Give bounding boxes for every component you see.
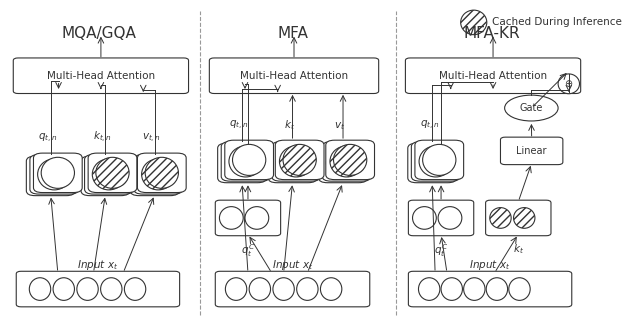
Text: Input $x_t$: Input $x_t$ (272, 258, 313, 272)
Ellipse shape (558, 74, 579, 94)
FancyBboxPatch shape (16, 271, 180, 307)
FancyBboxPatch shape (26, 156, 75, 196)
FancyBboxPatch shape (319, 143, 367, 183)
Text: Gate: Gate (520, 103, 543, 113)
Text: $\oplus$: $\oplus$ (564, 78, 573, 89)
FancyBboxPatch shape (408, 271, 572, 307)
Text: Input $x_t$: Input $x_t$ (469, 258, 511, 272)
Ellipse shape (490, 208, 511, 228)
FancyBboxPatch shape (30, 155, 79, 194)
Text: $q_{t,n}$: $q_{t,n}$ (38, 132, 58, 145)
Text: MQA/GQA: MQA/GQA (62, 26, 137, 41)
Ellipse shape (89, 160, 122, 191)
FancyBboxPatch shape (412, 142, 460, 181)
Ellipse shape (29, 278, 51, 300)
FancyBboxPatch shape (268, 143, 317, 183)
Ellipse shape (297, 278, 318, 300)
Ellipse shape (229, 146, 262, 177)
Text: Multi-Head Attention: Multi-Head Attention (439, 71, 547, 81)
FancyBboxPatch shape (33, 153, 82, 193)
Ellipse shape (220, 207, 243, 229)
FancyBboxPatch shape (322, 142, 371, 181)
Ellipse shape (138, 160, 172, 191)
FancyBboxPatch shape (134, 155, 182, 194)
Ellipse shape (461, 10, 487, 35)
Ellipse shape (333, 144, 367, 175)
FancyBboxPatch shape (225, 140, 273, 180)
Text: $k_t$: $k_t$ (513, 242, 524, 256)
FancyBboxPatch shape (221, 142, 270, 181)
Text: $q_{t,n}$: $q_{t,n}$ (420, 119, 439, 132)
Ellipse shape (441, 278, 463, 300)
FancyBboxPatch shape (500, 137, 563, 165)
Text: $k_{t,n}$: $k_{t,n}$ (93, 130, 112, 145)
Ellipse shape (321, 278, 342, 300)
Ellipse shape (326, 147, 360, 179)
Ellipse shape (509, 278, 530, 300)
FancyBboxPatch shape (275, 140, 324, 180)
Text: MFA: MFA (277, 26, 308, 41)
FancyBboxPatch shape (215, 271, 370, 307)
FancyBboxPatch shape (84, 155, 133, 194)
Ellipse shape (145, 157, 179, 188)
Ellipse shape (225, 278, 247, 300)
Ellipse shape (92, 159, 125, 190)
Ellipse shape (330, 146, 364, 177)
Ellipse shape (34, 160, 67, 191)
Text: Cached During Inference: Cached During Inference (492, 17, 621, 27)
Ellipse shape (280, 146, 313, 177)
FancyBboxPatch shape (326, 140, 374, 180)
Ellipse shape (249, 278, 271, 300)
Text: Linear: Linear (516, 146, 547, 156)
Ellipse shape (513, 208, 535, 228)
FancyBboxPatch shape (415, 140, 463, 180)
Text: MFA-KR: MFA-KR (463, 26, 520, 41)
Ellipse shape (504, 95, 558, 121)
Ellipse shape (38, 159, 71, 190)
Ellipse shape (415, 147, 449, 179)
Ellipse shape (486, 278, 508, 300)
FancyBboxPatch shape (131, 156, 179, 196)
Ellipse shape (273, 278, 294, 300)
FancyBboxPatch shape (486, 200, 551, 236)
Ellipse shape (419, 146, 452, 177)
FancyBboxPatch shape (13, 58, 189, 94)
Text: Multi-Head Attention: Multi-Head Attention (240, 71, 348, 81)
Ellipse shape (53, 278, 74, 300)
Text: $k_t$: $k_t$ (284, 118, 295, 132)
Ellipse shape (232, 144, 266, 175)
Ellipse shape (283, 144, 316, 175)
FancyBboxPatch shape (408, 143, 456, 183)
Text: $q_t^C$: $q_t^C$ (434, 242, 448, 259)
Ellipse shape (276, 147, 309, 179)
Ellipse shape (77, 278, 98, 300)
Ellipse shape (225, 147, 259, 179)
FancyBboxPatch shape (218, 143, 266, 183)
FancyBboxPatch shape (272, 142, 321, 181)
Text: $q_{t,n}$: $q_{t,n}$ (229, 119, 249, 132)
Ellipse shape (41, 157, 74, 188)
FancyBboxPatch shape (215, 200, 280, 236)
Ellipse shape (124, 278, 146, 300)
Text: $q_t^C$: $q_t^C$ (241, 242, 255, 259)
Ellipse shape (413, 207, 436, 229)
Ellipse shape (463, 278, 485, 300)
FancyBboxPatch shape (88, 153, 137, 193)
Ellipse shape (245, 207, 269, 229)
FancyBboxPatch shape (209, 58, 379, 94)
FancyBboxPatch shape (408, 200, 474, 236)
Text: $v_{t,n}$: $v_{t,n}$ (142, 132, 161, 145)
FancyBboxPatch shape (81, 156, 130, 196)
Ellipse shape (100, 278, 122, 300)
Text: $v_t$: $v_t$ (335, 121, 346, 132)
Ellipse shape (438, 207, 462, 229)
Ellipse shape (422, 144, 456, 175)
Text: Input $x_t$: Input $x_t$ (77, 258, 118, 272)
Text: Multi-Head Attention: Multi-Head Attention (47, 71, 155, 81)
FancyBboxPatch shape (138, 153, 186, 193)
Ellipse shape (141, 159, 175, 190)
FancyBboxPatch shape (405, 58, 580, 94)
Ellipse shape (419, 278, 440, 300)
Ellipse shape (96, 157, 129, 188)
